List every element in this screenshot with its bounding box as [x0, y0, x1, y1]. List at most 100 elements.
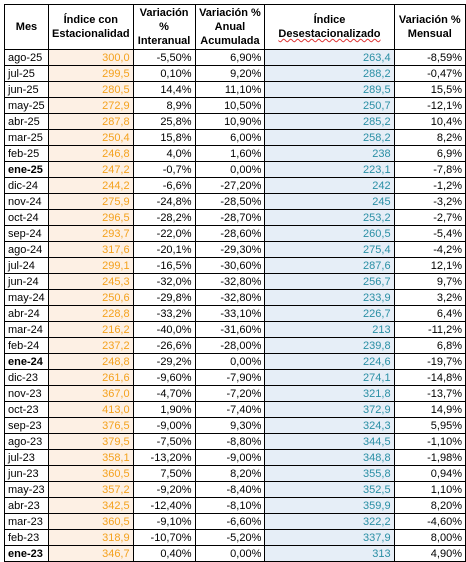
cell-variacion-mensual[interactable]: 10,4%: [393, 113, 466, 130]
cell-mes[interactable]: jun-24: [4, 273, 49, 290]
cell-mes[interactable]: abr-23: [4, 497, 49, 514]
cell-variacion-anual-acumulada[interactable]: -28,50%: [194, 193, 266, 210]
cell-indice-desestacionalizado[interactable]: 313: [264, 545, 395, 562]
cell-mes[interactable]: nov-23: [4, 385, 49, 402]
cell-variacion-interanual[interactable]: -28,2%: [132, 209, 196, 226]
cell-variacion-mensual[interactable]: -1,10%: [393, 433, 466, 450]
cell-variacion-mensual[interactable]: -1,98%: [393, 449, 466, 466]
cell-variacion-anual-acumulada[interactable]: -8,40%: [194, 481, 266, 498]
cell-variacion-mensual[interactable]: 15,5%: [393, 81, 466, 98]
cell-variacion-anual-acumulada[interactable]: 1,60%: [194, 145, 266, 162]
cell-variacion-interanual[interactable]: -7,50%: [132, 433, 196, 450]
cell-indice-desestacionalizado[interactable]: 324,3: [264, 417, 395, 434]
cell-variacion-mensual[interactable]: -4,60%: [393, 513, 466, 530]
cell-variacion-interanual[interactable]: -33,2%: [132, 305, 196, 322]
cell-indice-con-estacionalidad[interactable]: 360,5: [47, 513, 134, 530]
cell-variacion-anual-acumulada[interactable]: -8,10%: [194, 497, 266, 514]
cell-indice-desestacionalizado[interactable]: 213: [264, 321, 395, 338]
cell-variacion-interanual[interactable]: -6,6%: [132, 177, 196, 194]
cell-indice-desestacionalizado[interactable]: 285,2: [264, 113, 395, 130]
cell-indice-desestacionalizado[interactable]: 224,6: [264, 353, 395, 370]
cell-indice-con-estacionalidad[interactable]: 275,9: [47, 193, 134, 210]
cell-variacion-interanual[interactable]: -12,40%: [132, 497, 196, 514]
cell-variacion-mensual[interactable]: 8,2%: [393, 129, 466, 146]
cell-variacion-mensual[interactable]: 6,4%: [393, 305, 466, 322]
cell-mes[interactable]: jul-23: [4, 449, 49, 466]
cell-indice-con-estacionalidad[interactable]: 413,0: [47, 401, 134, 418]
cell-indice-con-estacionalidad[interactable]: 317,6: [47, 241, 134, 258]
cell-mes[interactable]: ago-25: [4, 49, 49, 66]
cell-variacion-interanual[interactable]: 15,8%: [132, 129, 196, 146]
cell-variacion-mensual[interactable]: -0,47%: [393, 65, 466, 82]
cell-indice-con-estacionalidad[interactable]: 216,2: [47, 321, 134, 338]
cell-variacion-anual-acumulada[interactable]: 10,90%: [194, 113, 266, 130]
cell-variacion-anual-acumulada[interactable]: 0,00%: [194, 161, 266, 178]
cell-mes[interactable]: ene-25: [4, 161, 49, 178]
header-variacion-mensual[interactable]: Variación % Mensual: [393, 4, 466, 50]
cell-variacion-anual-acumulada[interactable]: 8,20%: [194, 465, 266, 482]
cell-mes[interactable]: abr-25: [4, 113, 49, 130]
cell-indice-desestacionalizado[interactable]: 288,2: [264, 65, 395, 82]
cell-variacion-interanual[interactable]: -29,8%: [132, 289, 196, 306]
cell-variacion-anual-acumulada[interactable]: 0,00%: [194, 545, 266, 562]
cell-indice-desestacionalizado[interactable]: 226,7: [264, 305, 395, 322]
cell-variacion-mensual[interactable]: 8,20%: [393, 497, 466, 514]
cell-mes[interactable]: feb-24: [4, 337, 49, 354]
cell-mes[interactable]: jul-24: [4, 257, 49, 274]
header-variacion-anual-acumulada[interactable]: Variación % Anual Acumulada: [194, 4, 266, 50]
cell-indice-desestacionalizado[interactable]: 258,2: [264, 129, 395, 146]
cell-variacion-anual-acumulada[interactable]: -30,60%: [194, 257, 266, 274]
cell-indice-con-estacionalidad[interactable]: 367,0: [47, 385, 134, 402]
cell-mes[interactable]: ago-24: [4, 241, 49, 258]
cell-indice-desestacionalizado[interactable]: 233,9: [264, 289, 395, 306]
cell-variacion-interanual[interactable]: -9,60%: [132, 369, 196, 386]
cell-variacion-mensual[interactable]: -5,4%: [393, 225, 466, 242]
cell-mes[interactable]: nov-24: [4, 193, 49, 210]
cell-variacion-anual-acumulada[interactable]: 9,20%: [194, 65, 266, 82]
cell-variacion-interanual[interactable]: -24,8%: [132, 193, 196, 210]
cell-mes[interactable]: sep-24: [4, 225, 49, 242]
cell-variacion-anual-acumulada[interactable]: 6,90%: [194, 49, 266, 66]
cell-variacion-interanual[interactable]: 8,9%: [132, 97, 196, 114]
cell-variacion-anual-acumulada[interactable]: -31,60%: [194, 321, 266, 338]
cell-indice-con-estacionalidad[interactable]: 358,1: [47, 449, 134, 466]
cell-variacion-anual-acumulada[interactable]: 6,00%: [194, 129, 266, 146]
cell-mes[interactable]: ene-23: [4, 545, 49, 562]
cell-variacion-mensual[interactable]: 14,9%: [393, 401, 466, 418]
cell-variacion-mensual[interactable]: -1,2%: [393, 177, 466, 194]
cell-indice-desestacionalizado[interactable]: 344,5: [264, 433, 395, 450]
cell-variacion-interanual[interactable]: -40,0%: [132, 321, 196, 338]
cell-indice-desestacionalizado[interactable]: 275,4: [264, 241, 395, 258]
cell-indice-desestacionalizado[interactable]: 238: [264, 145, 395, 162]
cell-variacion-mensual[interactable]: 4,90%: [393, 545, 466, 562]
cell-variacion-mensual[interactable]: 0,94%: [393, 465, 466, 482]
cell-indice-con-estacionalidad[interactable]: 228,8: [47, 305, 134, 322]
cell-variacion-anual-acumulada[interactable]: -7,40%: [194, 401, 266, 418]
header-mes[interactable]: Mes: [4, 4, 49, 50]
cell-variacion-mensual[interactable]: -2,7%: [393, 209, 466, 226]
cell-variacion-interanual[interactable]: -0,7%: [132, 161, 196, 178]
cell-variacion-mensual[interactable]: -12,1%: [393, 97, 466, 114]
cell-variacion-mensual[interactable]: 6,9%: [393, 145, 466, 162]
cell-mes[interactable]: sep-23: [4, 417, 49, 434]
cell-indice-desestacionalizado[interactable]: 274,1: [264, 369, 395, 386]
cell-indice-desestacionalizado[interactable]: 256,7: [264, 273, 395, 290]
cell-indice-desestacionalizado[interactable]: 372,9: [264, 401, 395, 418]
cell-variacion-mensual[interactable]: -3,2%: [393, 193, 466, 210]
cell-variacion-anual-acumulada[interactable]: 0,00%: [194, 353, 266, 370]
cell-variacion-anual-acumulada[interactable]: -28,60%: [194, 225, 266, 242]
cell-indice-desestacionalizado[interactable]: 250,7: [264, 97, 395, 114]
cell-variacion-interanual[interactable]: -4,70%: [132, 385, 196, 402]
cell-indice-con-estacionalidad[interactable]: 250,4: [47, 129, 134, 146]
cell-mes[interactable]: feb-25: [4, 145, 49, 162]
cell-mes[interactable]: mar-25: [4, 129, 49, 146]
cell-indice-con-estacionalidad[interactable]: 299,1: [47, 257, 134, 274]
cell-variacion-mensual[interactable]: -7,8%: [393, 161, 466, 178]
cell-variacion-interanual[interactable]: -5,50%: [132, 49, 196, 66]
cell-variacion-interanual[interactable]: 14,4%: [132, 81, 196, 98]
cell-mes[interactable]: may-24: [4, 289, 49, 306]
cell-indice-con-estacionalidad[interactable]: 261,6: [47, 369, 134, 386]
cell-mes[interactable]: abr-24: [4, 305, 49, 322]
cell-variacion-interanual[interactable]: 0,40%: [132, 545, 196, 562]
cell-variacion-mensual[interactable]: -8,59%: [393, 49, 466, 66]
